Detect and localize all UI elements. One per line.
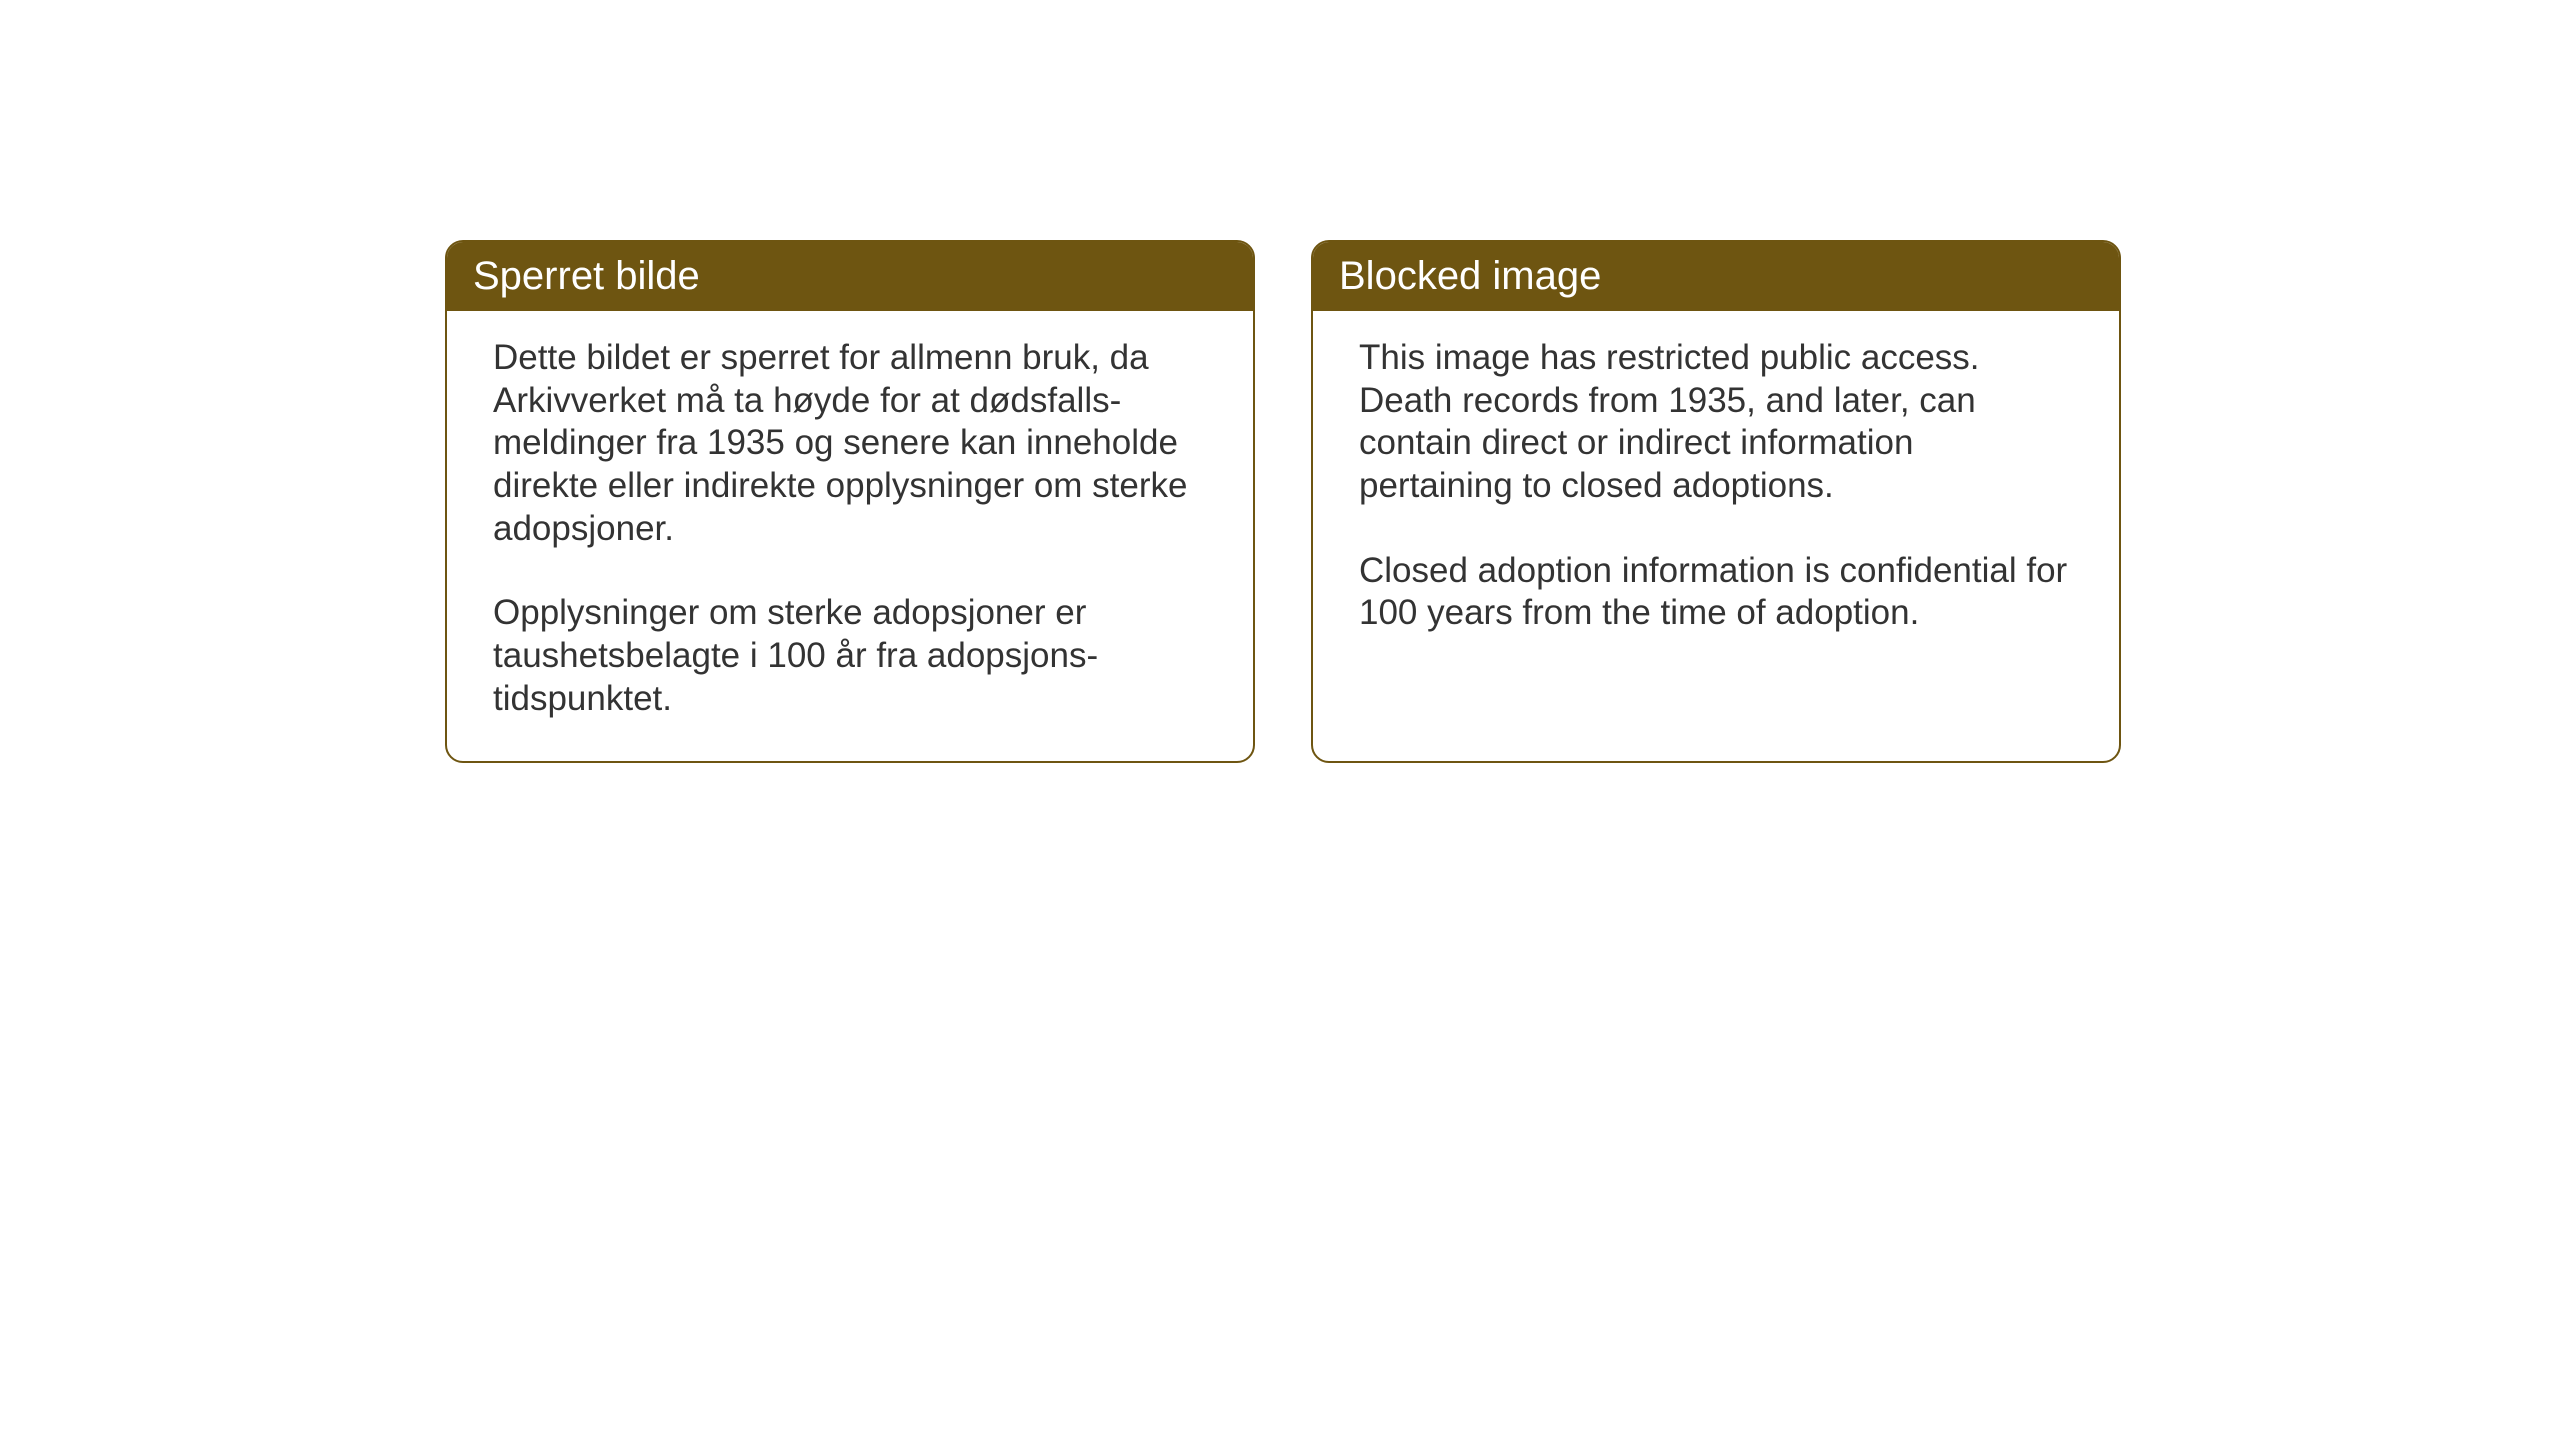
card-header-english: Blocked image <box>1313 242 2119 311</box>
norwegian-paragraph-1: Dette bildet er sperret for allmenn bruk… <box>493 337 1207 550</box>
cards-container: Sperret bilde Dette bildet er sperret fo… <box>445 240 2121 763</box>
english-paragraph-1: This image has restricted public access.… <box>1359 337 2073 508</box>
blocked-image-card-english: Blocked image This image has restricted … <box>1311 240 2121 763</box>
blocked-image-card-norwegian: Sperret bilde Dette bildet er sperret fo… <box>445 240 1255 763</box>
card-body-english: This image has restricted public access.… <box>1313 311 2119 675</box>
english-paragraph-2: Closed adoption information is confident… <box>1359 550 2073 635</box>
card-body-norwegian: Dette bildet er sperret for allmenn bruk… <box>447 311 1253 761</box>
card-header-norwegian: Sperret bilde <box>447 242 1253 311</box>
norwegian-paragraph-2: Opplysninger om sterke adopsjoner er tau… <box>493 592 1207 720</box>
